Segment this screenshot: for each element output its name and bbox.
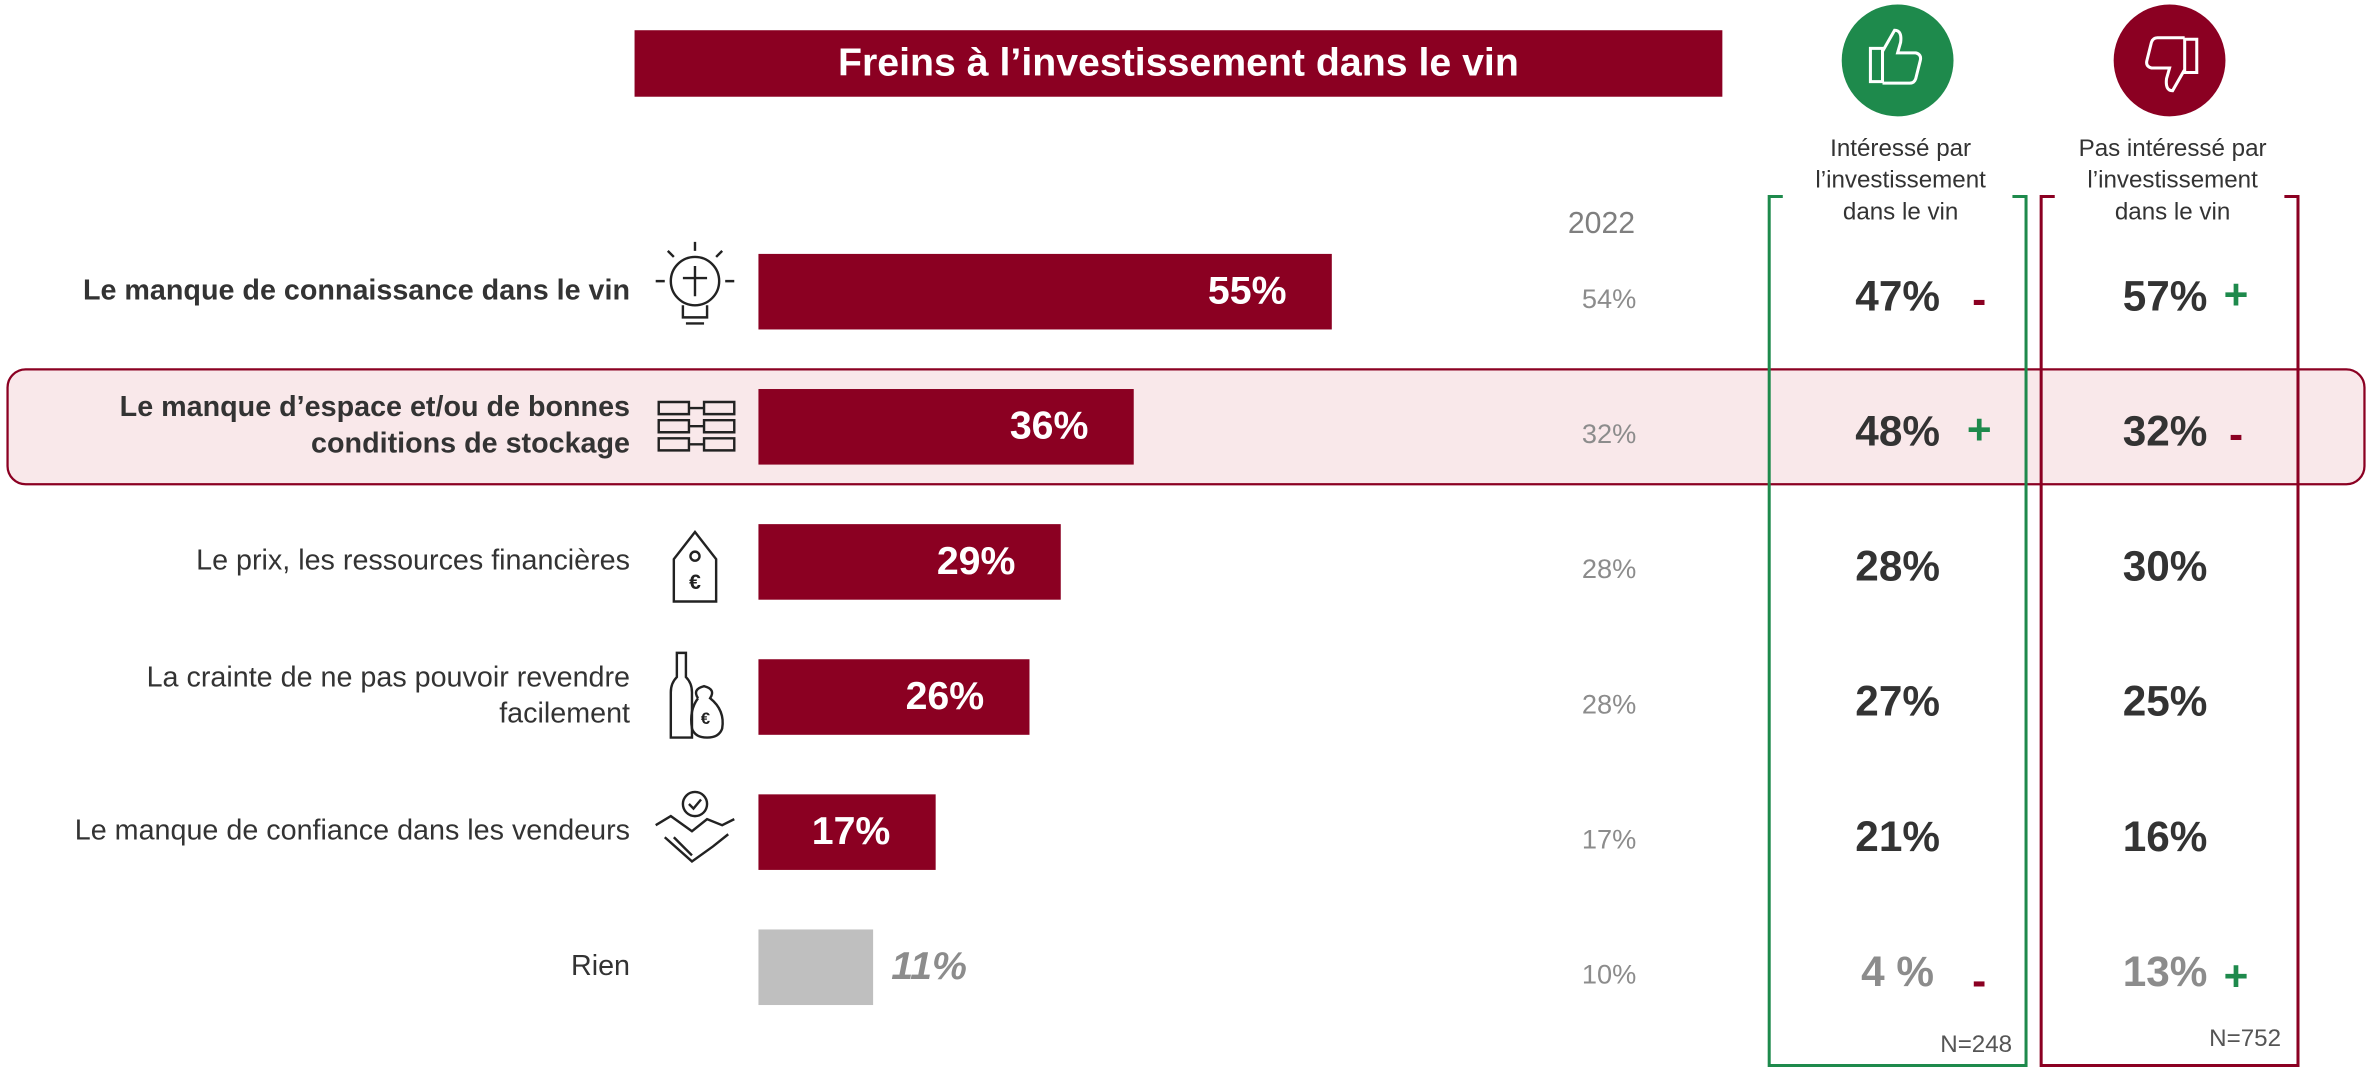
cell-value: 30% (2123, 543, 2208, 590)
sign: + (2224, 953, 2249, 1000)
category-label: La crainte de ne pas pouvoir revendre (147, 661, 630, 693)
cell-value: 25% (2123, 678, 2208, 725)
column-frame (2039, 194, 2300, 1067)
value-label: 36% (1010, 404, 1089, 448)
title-banner (634, 30, 1723, 97)
bar (758, 524, 1061, 600)
bar (758, 794, 936, 870)
value-label: 29% (937, 539, 1016, 583)
category-label: conditions de stockage (311, 428, 630, 460)
column-header: l’investissement (1815, 167, 1986, 194)
cell-value: 28% (1855, 543, 1940, 590)
cell-value: 10% (1582, 959, 1636, 990)
sign: - (1972, 275, 1986, 322)
cell-value: 17% (1582, 823, 1636, 854)
row-highlight (6, 368, 2366, 486)
chart-title: Freins à l’investissement dans le vin (838, 40, 1519, 84)
column-header: dans le vin (1843, 198, 1958, 225)
svg-text:€: € (689, 571, 701, 594)
handshake-icon (655, 790, 735, 864)
cell-value: 54% (1582, 283, 1636, 314)
category-label: Le prix, les ressources financières (196, 544, 630, 576)
cell-value: 4 % (1861, 948, 1934, 995)
racks-icon (657, 400, 736, 452)
category-label: Le manque de confiance dans les vendeurs (75, 815, 630, 847)
thumb-up-icon (1841, 4, 1954, 117)
bar (758, 659, 1030, 735)
svg-text:€: € (701, 709, 710, 728)
sample-size: N=752 (2209, 1025, 2281, 1052)
column-header: Intéressé par (1830, 135, 1971, 162)
value-label: 55% (1208, 269, 1287, 313)
category-label: facilement (499, 698, 630, 730)
category-label: Le manque de connaissance dans le vin (83, 274, 630, 306)
sign: + (2224, 271, 2249, 318)
bar (758, 929, 874, 1006)
column-header: dans le vin (2115, 198, 2230, 225)
cell-value: 28% (1582, 688, 1636, 719)
value-label: 17% (812, 809, 891, 853)
cell-value: 21% (1855, 813, 1940, 860)
column-header: l’investissement (2087, 167, 2258, 194)
cell-value: 27% (1855, 678, 1940, 725)
cell-value: 13% (2123, 948, 2208, 995)
sign: - (1972, 957, 1986, 1004)
value-label: 26% (906, 674, 985, 718)
brain-icon (655, 241, 735, 325)
bottle-icon: € (669, 651, 724, 739)
value-label: 11% (891, 944, 967, 988)
cell-value: 28% (1582, 553, 1636, 584)
category-label: Rien (571, 950, 630, 982)
price-tag-icon: € (672, 530, 718, 603)
column-frame (1767, 194, 2028, 1067)
sign: + (1967, 406, 1992, 453)
category-label: Le manque d’espace et/ou de bonnes (120, 391, 630, 423)
bar (758, 389, 1134, 465)
sample-size: N=248 (1940, 1031, 2012, 1058)
sign: - (2229, 411, 2243, 458)
cell-value: 16% (2123, 813, 2208, 860)
cell-value: 48% (1855, 408, 1940, 455)
cell-value: 57% (2123, 272, 2208, 319)
column-header: Pas intéressé par (2079, 135, 2267, 162)
cell-value: 32% (1582, 418, 1636, 449)
column-header: 2022 (1568, 207, 1635, 240)
cell-value: 47% (1855, 272, 1940, 319)
thumb-down-icon (2113, 4, 2226, 117)
bar (758, 253, 1332, 330)
cell-value: 32% (2123, 408, 2208, 455)
